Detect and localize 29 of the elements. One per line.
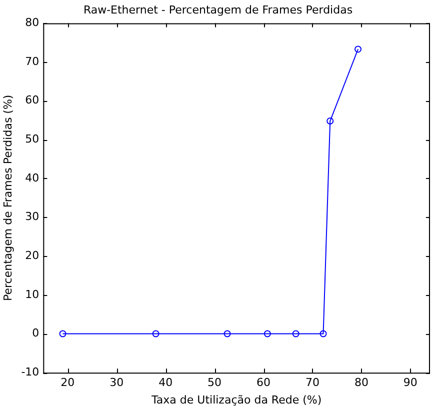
point bbox=[224, 330, 231, 338]
y-tick-label: 10 bbox=[25, 288, 40, 301]
point bbox=[292, 330, 300, 338]
x-tick-label: 60 bbox=[256, 376, 271, 390]
y-tick-label: 40 bbox=[25, 171, 40, 184]
y-tick-label: 30 bbox=[25, 210, 40, 224]
y-tick-label: 60 bbox=[25, 94, 40, 107]
x-tick-label: 70 bbox=[305, 376, 320, 390]
y-tick-label: 20 bbox=[25, 248, 40, 262]
y-tick-label: 80 bbox=[25, 16, 40, 30]
y-tick-label: 70 bbox=[25, 54, 40, 68]
point bbox=[354, 46, 362, 53]
x-axis-title: Taxa de Utilização da Rede (%) bbox=[150, 393, 322, 406]
x-tick-label: 80 bbox=[354, 376, 368, 390]
point bbox=[326, 118, 334, 125]
y-tick-label: 50 bbox=[25, 132, 40, 146]
x-tick-label: 20 bbox=[60, 376, 75, 390]
y-tick-label: 0 bbox=[32, 326, 40, 340]
point bbox=[152, 330, 160, 338]
point bbox=[264, 330, 271, 338]
x-tick-label: 30 bbox=[110, 376, 124, 390]
x-tick-label: 90 bbox=[403, 376, 418, 390]
chart-title: Raw-Ethernet - Percentagem de Frames Perdidas bbox=[83, 3, 353, 16]
x-tick-label: 50 bbox=[208, 376, 222, 390]
x-tick-label: 40 bbox=[158, 376, 173, 390]
point bbox=[320, 330, 327, 338]
point bbox=[59, 330, 66, 338]
y-axis-title: Percentagem de Frames Perdidas (%) bbox=[1, 94, 14, 301]
y-tick-label: -10 bbox=[21, 365, 40, 378]
